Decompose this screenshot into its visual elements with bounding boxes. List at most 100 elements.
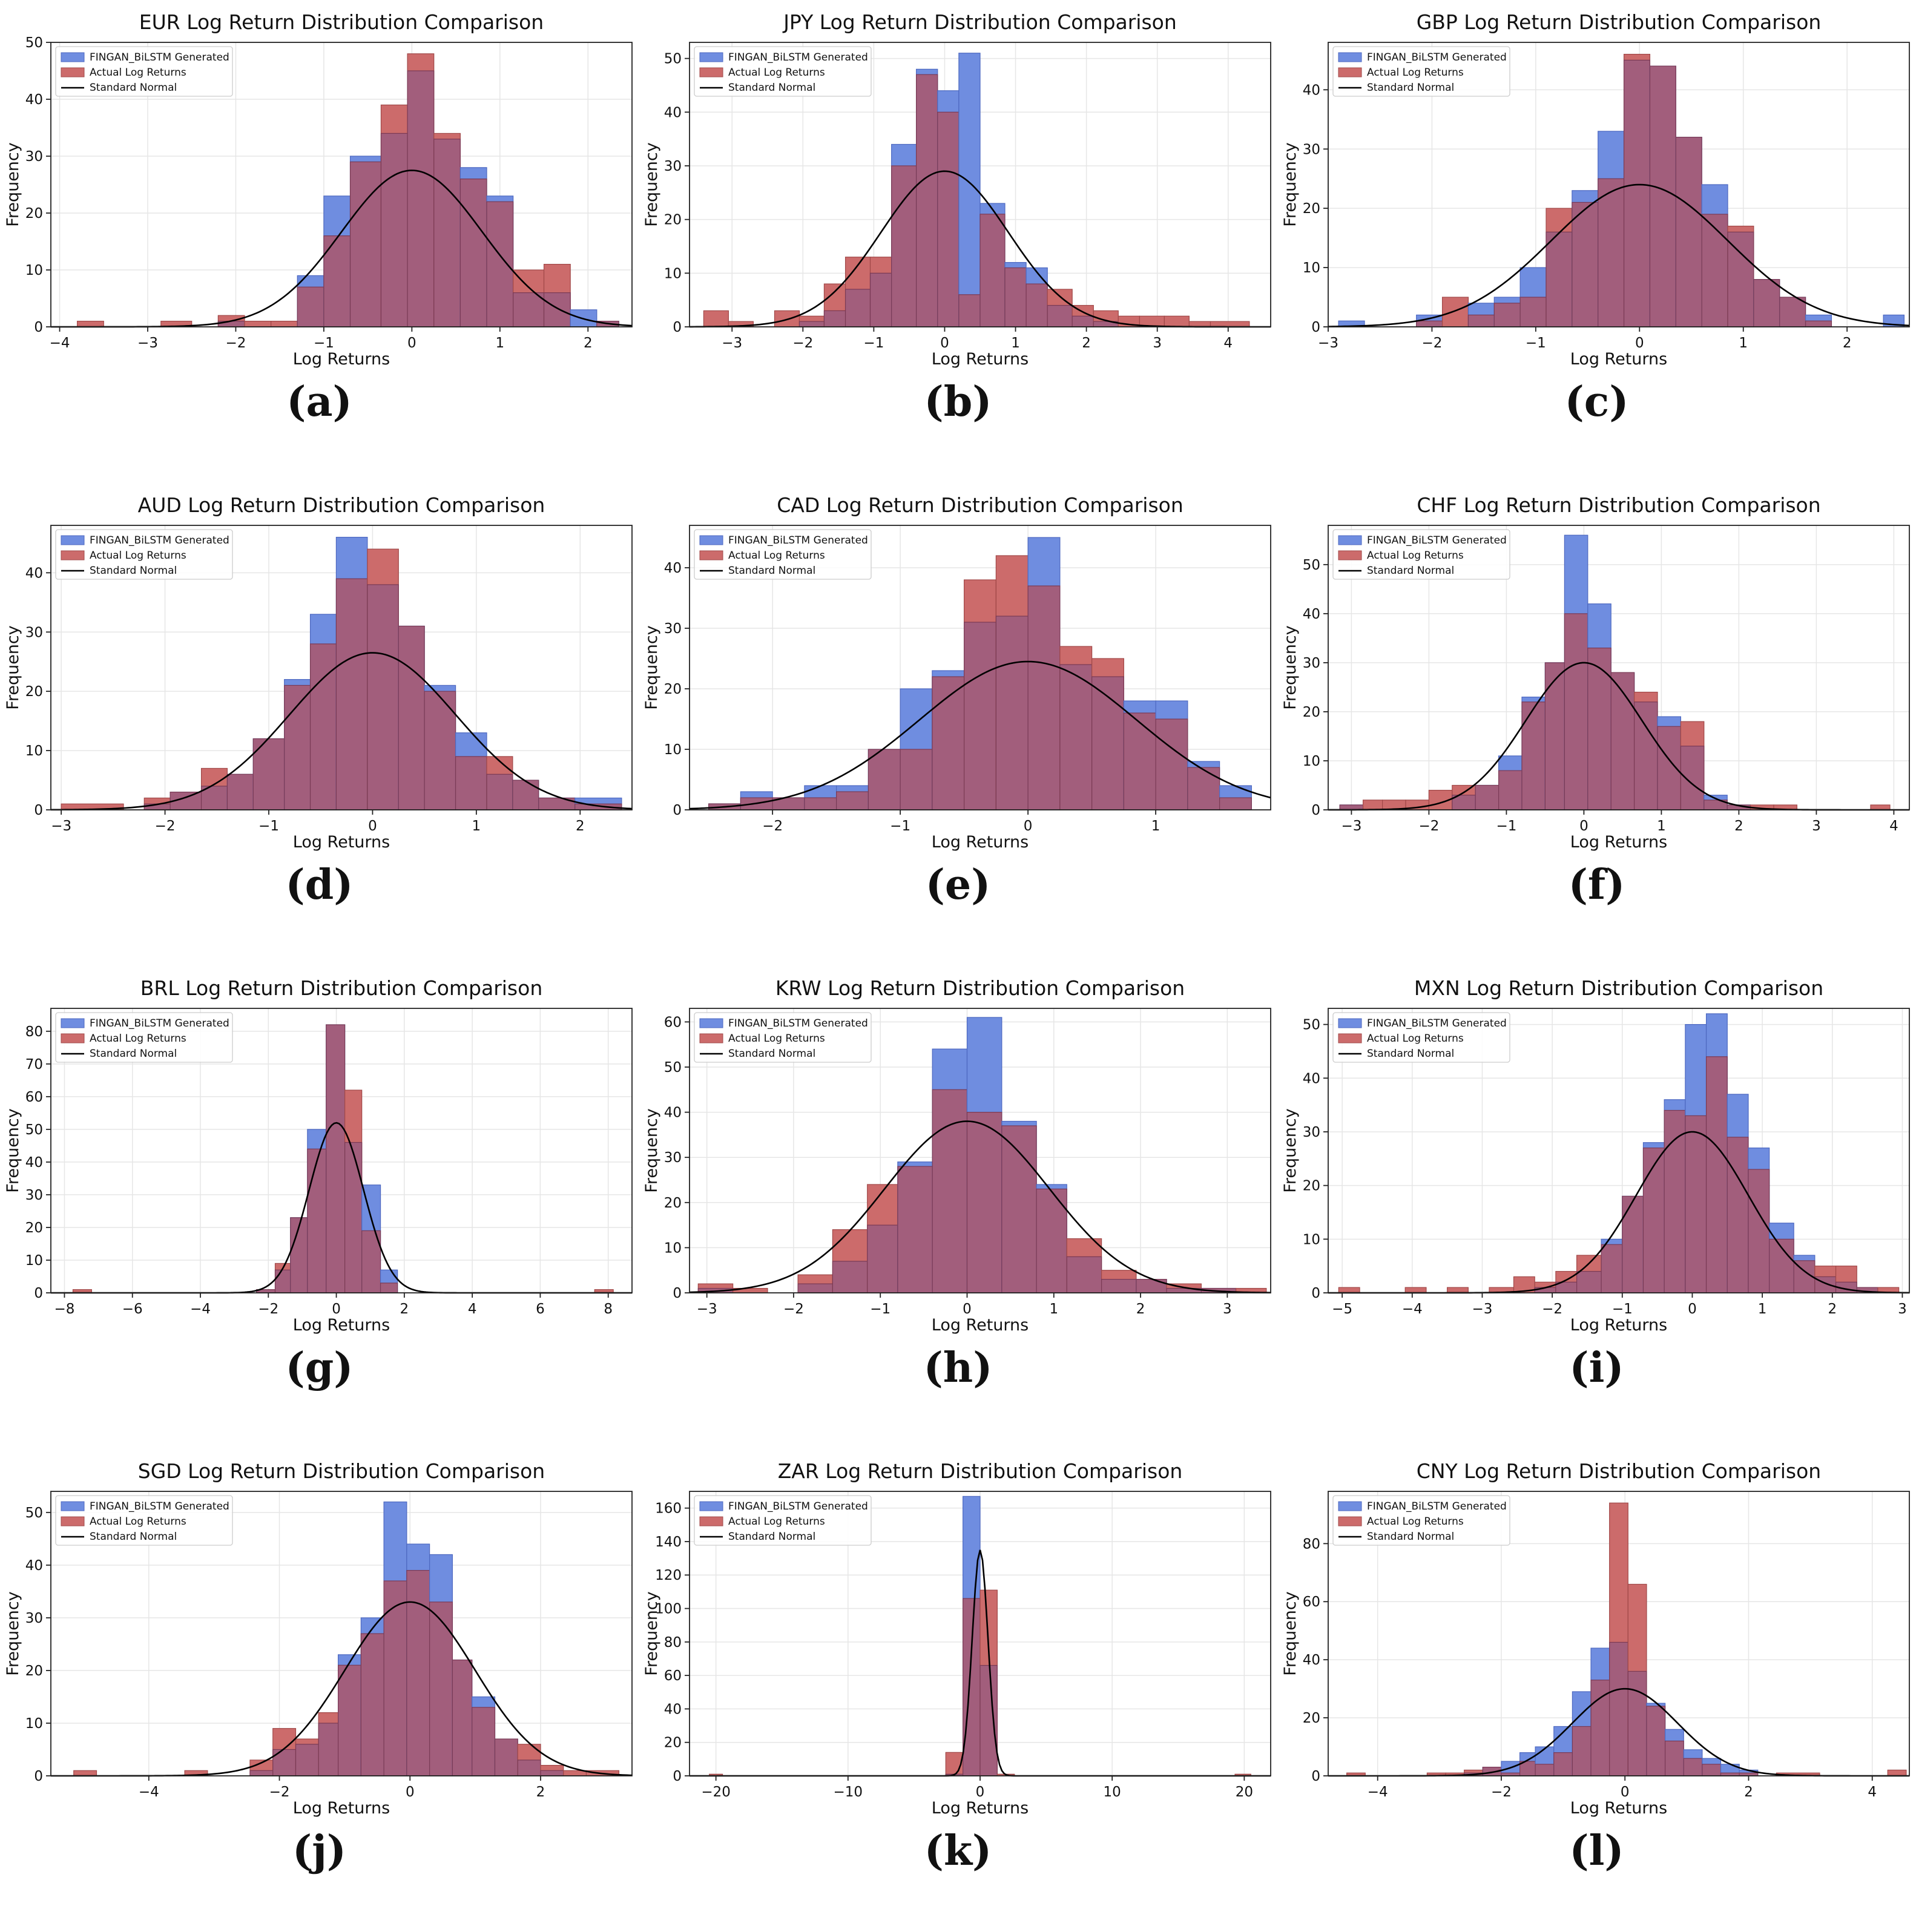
y-tick-label: 50 — [25, 1122, 43, 1138]
y-tick-label: 20 — [664, 1735, 682, 1751]
bars — [1339, 534, 1891, 810]
y-tick-label: 0 — [673, 320, 682, 335]
overlap-bar — [513, 292, 545, 327]
chart-title: GBP Log Return Distribution Comparison — [1417, 10, 1822, 34]
y-tick-label: 10 — [25, 263, 43, 278]
y-tick-label: 60 — [25, 1089, 43, 1105]
overlap-bar — [1675, 137, 1702, 327]
x-tick-label: −2 — [1491, 1784, 1512, 1800]
overlap-bar — [486, 201, 514, 327]
y-tick-label: 30 — [1303, 1125, 1320, 1140]
y-tick-label: 0 — [673, 1286, 682, 1301]
x-axis-label: Log Returns — [932, 350, 1029, 369]
overlap-bar — [1727, 1137, 1749, 1293]
y-tick-label: 20 — [664, 1195, 682, 1211]
legend-swatch-actual — [699, 550, 723, 560]
overlap-bar — [1627, 1671, 1647, 1776]
overlap-bar — [344, 1142, 363, 1293]
x-axis-label: Log Returns — [293, 1316, 390, 1335]
overlap-bar — [1535, 1764, 1555, 1776]
y-tick-label: 40 — [25, 92, 43, 108]
overlap-bar — [455, 756, 487, 810]
x-tick-label: −1 — [258, 818, 279, 834]
overlap-bar — [979, 214, 1006, 327]
legend-box — [55, 529, 233, 580]
y-axis-label: Frequency — [642, 625, 661, 710]
overlap-bar — [226, 774, 254, 810]
y-tick-label: 30 — [25, 149, 43, 165]
x-tick-label: 2 — [576, 818, 585, 834]
y-tick-label: 80 — [664, 1635, 682, 1651]
x-tick-label: −4 — [50, 335, 70, 351]
x-tick-label: 0 — [1024, 818, 1033, 834]
legend: FINGAN_BiLSTM Generated Actual Log Return… — [55, 1495, 233, 1546]
histogram-chart: CNY Log Return Distribution Comparison −4… — [1281, 1459, 1910, 1818]
x-tick-label: 3 — [1898, 1301, 1907, 1317]
overlap-bar — [963, 1598, 981, 1776]
overlap-bar — [309, 643, 337, 810]
x-tick-label: 2 — [584, 335, 593, 351]
overlap-bar — [284, 685, 311, 810]
y-tick-label: 160 — [655, 1501, 682, 1517]
legend-box — [55, 46, 233, 97]
x-tick-label: −2 — [792, 335, 813, 351]
legend-swatch-actual — [699, 67, 723, 77]
axes-frame — [689, 42, 1271, 327]
overlap-bar — [1072, 315, 1094, 327]
y-axis-label: Frequency — [1281, 1591, 1300, 1676]
x-tick-label: −4 — [1402, 1301, 1423, 1317]
overlap-bar — [832, 1261, 868, 1293]
y-tick-label: 0 — [34, 803, 43, 818]
x-tick-label: −1 — [1526, 335, 1546, 351]
y-tick-label: 50 — [664, 1060, 682, 1076]
x-axis-label: Log Returns — [293, 833, 390, 852]
chart-panel-3: AUD Log Return Distribution Comparison −3… — [0, 483, 639, 966]
legend-label: FINGAN_BiLSTM Generated — [90, 1500, 229, 1513]
overlap-bar — [1685, 1115, 1707, 1293]
legend-swatch-actual — [1338, 550, 1362, 560]
y-tick-label: 120 — [655, 1568, 682, 1583]
x-tick-label: 2 — [1082, 335, 1091, 351]
x-tick-label: 0 — [976, 1784, 985, 1800]
y-axis-label: Frequency — [1281, 142, 1300, 227]
subfigure-label: (k) — [924, 1827, 992, 1875]
x-tick-label: −1 — [890, 818, 910, 834]
overlap-bar — [891, 165, 917, 327]
y-tick-label: 40 — [25, 1155, 43, 1171]
y-tick-label: 80 — [1303, 1536, 1320, 1552]
x-tick-label: −1 — [1612, 1301, 1633, 1317]
legend: FINGAN_BiLSTM Generated Actual Log Return… — [55, 46, 233, 97]
y-tick-label: 30 — [25, 1188, 43, 1203]
legend-label: Standard Normal — [728, 1531, 815, 1543]
x-tick-label: −1 — [863, 335, 884, 351]
overlap-bar — [836, 791, 869, 810]
x-tick-label: −4 — [190, 1301, 211, 1317]
overlap-bar — [844, 289, 871, 327]
legend-swatch-generated — [1338, 1018, 1362, 1028]
axes-frame — [50, 1008, 633, 1293]
chart-title: CHF Log Return Distribution Comparison — [1417, 493, 1820, 517]
actual-bar — [1210, 321, 1250, 327]
x-tick-label: −3 — [1472, 1301, 1493, 1317]
overlap-bar — [295, 1744, 319, 1776]
overlap-bar — [966, 1111, 1002, 1293]
chart-panel-5: CHF Log Return Distribution Comparison −3… — [1277, 483, 1916, 966]
legend-swatch-actual — [61, 67, 85, 77]
chart-title: CNY Log Return Distribution Comparison — [1417, 1459, 1821, 1483]
chart-panel-1: JPY Log Return Distribution Comparison −3… — [639, 0, 1277, 483]
axes-frame — [50, 42, 633, 327]
y-tick-label: 40 — [1303, 1071, 1320, 1086]
overlap-bar — [1727, 231, 1754, 327]
overlap-bar — [937, 111, 960, 327]
x-tick-label: 8 — [604, 1301, 613, 1317]
overlap-bar — [318, 1723, 339, 1776]
x-tick-label: −3 — [1341, 818, 1361, 834]
overlap-bar — [932, 676, 965, 810]
overlap-bar — [823, 310, 846, 327]
x-tick-label: 0 — [1635, 335, 1644, 351]
y-tick-label: 20 — [25, 684, 43, 700]
overlap-bar — [1521, 702, 1546, 810]
overlap-bar — [424, 691, 456, 810]
legend: FINGAN_BiLSTM Generated Actual Log Return… — [694, 1495, 872, 1546]
overlap-bar — [1498, 770, 1523, 810]
